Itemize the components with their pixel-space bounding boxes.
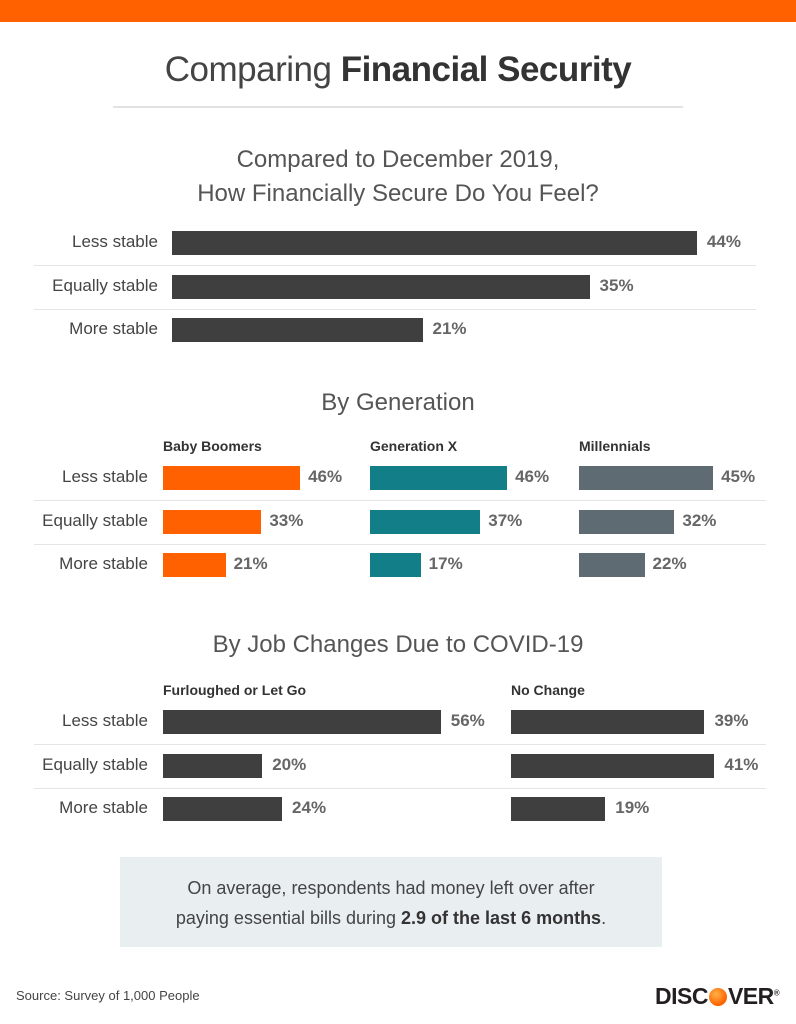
callout-line2: paying essential bills during 2.9 of the… — [120, 903, 662, 933]
bar-furloughed-or-let-go-less-stable — [163, 710, 441, 734]
bar-generation-x-less-stable — [370, 466, 508, 490]
value-label-millennials-less-stable: 45% — [721, 467, 756, 486]
value-label-equally-stable: 35% — [599, 276, 634, 295]
value-label-furloughed-or-let-go-less-stable: 56% — [450, 711, 485, 730]
row-label-equally-stable: Equally stable — [52, 276, 158, 295]
chart1-title-line2: How Financially Secure Do You Feel? — [197, 180, 599, 207]
row-label-less-stable: Less stable — [62, 711, 148, 730]
source-note: Source: Survey of 1,000 People — [16, 988, 200, 1003]
value-label-millennials-more-stable: 22% — [652, 554, 687, 573]
row-divider — [34, 744, 766, 745]
bar-no-change-more-stable — [511, 797, 606, 821]
title-light: Comparing — [164, 50, 332, 89]
value-label-furloughed-or-let-go-equally-stable: 20% — [272, 755, 307, 774]
value-label-no-change-equally-stable: 41% — [724, 755, 759, 774]
bar-generation-x-equally-stable — [370, 510, 481, 534]
chart1-title-line1: Compared to December 2019, — [236, 146, 560, 173]
series-header-no-change: No Change — [511, 682, 585, 698]
value-label-generation-x-less-stable: 46% — [515, 467, 550, 486]
logo-orange-circle-icon — [708, 988, 727, 1006]
bar-millennials-more-stable — [579, 553, 645, 577]
value-label-millennials-equally-stable: 32% — [682, 511, 717, 530]
series-header-generation-x: Generation X — [370, 438, 458, 454]
bar-baby-boomers-more-stable — [163, 553, 226, 577]
row-divider — [34, 544, 766, 545]
row-label-less-stable: Less stable — [62, 467, 148, 486]
callout-line2-text: paying essential bills during — [175, 908, 402, 928]
row-divider — [34, 788, 766, 789]
row-divider — [34, 265, 756, 266]
value-label-baby-boomers-equally-stable: 33% — [269, 511, 304, 530]
bar-baby-boomers-equally-stable — [163, 510, 262, 534]
row-divider — [34, 309, 756, 310]
page-title: Comparing Financial Security — [0, 50, 796, 90]
bar-no-change-less-stable — [511, 710, 705, 734]
bar-millennials-less-stable — [579, 466, 714, 490]
row-label-equally-stable: Equally stable — [42, 511, 148, 530]
series-header-furloughed-or-let-go: Furloughed or Let Go — [163, 682, 307, 698]
title-divider — [113, 106, 683, 108]
row-label-more-stable: More stable — [69, 319, 158, 338]
value-label-generation-x-equally-stable: 37% — [488, 511, 523, 530]
row-label-more-stable: More stable — [59, 554, 148, 573]
chart1-title: Compared to December 2019, How Financial… — [0, 143, 796, 211]
row-label-less-stable: Less stable — [72, 232, 158, 251]
bar-equally-stable — [172, 275, 590, 299]
callout-period: . — [601, 908, 607, 928]
bar-less-stable — [172, 231, 697, 255]
callout-box: On average, respondents had money left o… — [120, 857, 662, 947]
top-accent-bar — [0, 0, 796, 22]
logo-text-left: DISC — [655, 983, 708, 1009]
value-label-generation-x-more-stable: 17% — [428, 554, 463, 573]
value-label-no-change-less-stable: 39% — [714, 711, 749, 730]
bar-furloughed-or-let-go-equally-stable — [163, 754, 263, 778]
bar-furloughed-or-let-go-more-stable — [163, 797, 283, 821]
value-label-baby-boomers-more-stable: 21% — [233, 554, 268, 573]
bar-no-change-equally-stable — [511, 754, 715, 778]
value-label-no-change-more-stable: 19% — [615, 798, 650, 817]
callout-highlight: 2.9 of the last 6 months — [401, 908, 602, 928]
value-label-more-stable: 21% — [432, 319, 467, 338]
value-label-less-stable: 44% — [706, 232, 741, 251]
logo-text-right: VER — [727, 983, 774, 1009]
logo-registered-mark: ® — [773, 988, 780, 998]
bar-baby-boomers-less-stable — [163, 466, 301, 490]
discover-logo: DISC VER® — [655, 983, 780, 1010]
value-label-baby-boomers-less-stable: 46% — [308, 467, 343, 486]
bar-generation-x-more-stable — [370, 553, 421, 577]
bar-millennials-equally-stable — [579, 510, 675, 534]
row-label-more-stable: More stable — [59, 798, 148, 817]
callout-line1: On average, respondents had money left o… — [187, 878, 595, 898]
series-header-baby-boomers: Baby Boomers — [163, 438, 262, 454]
value-label-furloughed-or-let-go-more-stable: 24% — [292, 798, 327, 817]
chart3-title: By Job Changes Due to COVID-19 — [212, 631, 584, 658]
series-header-millennials: Millennials — [579, 438, 651, 454]
title-bold: Financial Security — [340, 50, 632, 89]
chart2-title: By Generation — [321, 389, 475, 416]
bar-more-stable — [172, 318, 423, 342]
row-divider — [34, 500, 766, 501]
row-label-equally-stable: Equally stable — [42, 755, 148, 774]
